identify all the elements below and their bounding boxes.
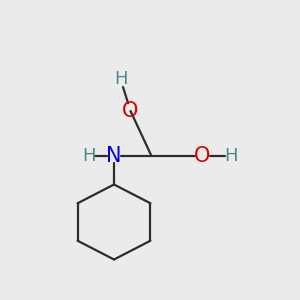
Text: H: H [82, 147, 95, 165]
Text: H: H [115, 70, 128, 88]
Text: N: N [106, 146, 122, 166]
Text: H: H [224, 147, 238, 165]
Text: O: O [122, 101, 139, 121]
Text: O: O [194, 146, 211, 166]
